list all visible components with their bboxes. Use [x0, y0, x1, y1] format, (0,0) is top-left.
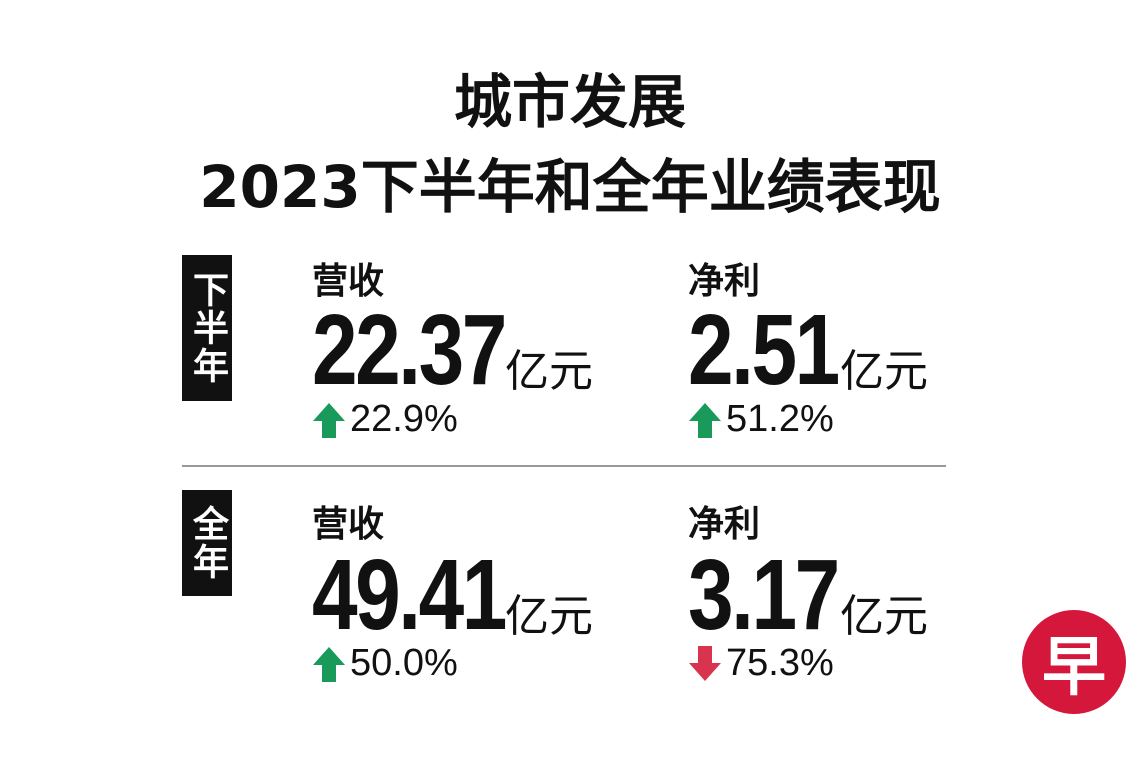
arrow-down	[689, 645, 721, 681]
change-row: 51.2%	[688, 398, 834, 441]
section-label: 下半年	[182, 255, 232, 401]
title: 城市发展	[453, 68, 686, 136]
metric-label: 净利	[688, 261, 761, 302]
change-row: 22.9%	[312, 398, 458, 441]
change-row: 75.3%	[688, 642, 834, 685]
metric-label: 营收	[312, 504, 385, 545]
change: 51.2%	[726, 398, 834, 440]
unit: 亿元	[505, 591, 593, 642]
metric-value: 49.41	[312, 539, 507, 651]
title: 2023下半年和全年业绩表现	[199, 153, 941, 221]
unit: 亿元	[840, 346, 928, 397]
metric-value-row: 2.51	[688, 300, 871, 400]
arrow-up	[313, 646, 345, 682]
change: 22.9%	[350, 398, 458, 440]
metric-value: 3.17	[688, 539, 840, 651]
metric-value-row: 22.37	[312, 300, 547, 400]
metric-value: 2.51	[688, 294, 840, 406]
arrow-up	[689, 402, 721, 438]
section-label: 全年	[182, 490, 232, 596]
unit: 亿元	[840, 591, 928, 642]
metric-value-row: 3.17	[688, 545, 871, 645]
metric-value-row: 49.41	[312, 545, 547, 645]
change-row: 50.0%	[312, 642, 458, 685]
metric-label: 营收	[312, 261, 385, 302]
metric-label: 净利	[688, 504, 761, 545]
logo: 早	[1022, 610, 1126, 714]
divider	[182, 465, 946, 467]
arrow-up	[313, 402, 345, 438]
metric-value: 22.37	[312, 294, 507, 406]
change: 75.3%	[726, 642, 834, 684]
change: 50.0%	[350, 642, 458, 684]
unit: 亿元	[505, 346, 593, 397]
